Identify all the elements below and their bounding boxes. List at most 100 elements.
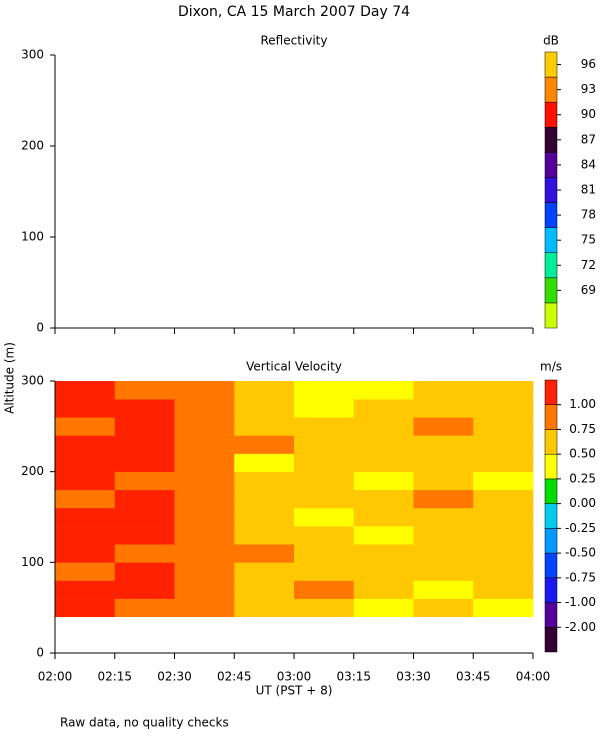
heatmap-cell	[473, 489, 534, 509]
heatmap-cell	[55, 598, 116, 618]
heatmap-cell	[353, 399, 414, 418]
heatmap-cell	[55, 489, 116, 509]
y-tick-label: 100	[21, 555, 44, 569]
colorbar-swatch	[544, 552, 558, 579]
colorbar-swatch	[544, 429, 558, 455]
heatmap-cell	[294, 471, 355, 491]
heatmap-cell	[174, 526, 235, 545]
colorbar-tick-label: -0.25	[565, 521, 596, 535]
y-tick-label: 200	[21, 464, 44, 478]
heatmap-cell	[234, 580, 295, 599]
heatmap-cell	[114, 381, 175, 400]
heatmap-cell	[413, 399, 474, 418]
colorbar-tick-label: -1.00	[565, 595, 596, 609]
colorbar-tick-label: 96	[581, 57, 596, 71]
x-tick-label: 04:00	[516, 670, 551, 684]
colorbar-swatch	[544, 577, 558, 603]
heatmap-cell	[234, 526, 295, 545]
colorbar-tick-label: 72	[581, 258, 596, 272]
heatmap-cell	[174, 435, 235, 454]
heatmap-cell	[294, 417, 355, 436]
heatmap-cell	[174, 399, 235, 418]
colorbar-tick-label: 78	[581, 208, 596, 222]
y-tick-label: 200	[21, 139, 44, 153]
heatmap-cell	[114, 435, 175, 454]
heatmap-cell	[473, 544, 534, 563]
colorbar-tick-label: 1.00	[569, 397, 596, 411]
heatmap-cell	[473, 381, 534, 400]
heatmap-cell	[294, 526, 355, 545]
y-tick-label: 0	[36, 646, 44, 660]
colorbar-swatch	[544, 252, 558, 279]
heatmap-cell	[114, 417, 175, 436]
heatmap-cell	[294, 435, 355, 454]
colorbar-swatch	[544, 602, 558, 628]
heatmap-cell	[413, 471, 474, 491]
heatmap-cell	[353, 453, 414, 472]
heatmap-cell	[413, 544, 474, 563]
colorbar-swatch	[544, 152, 558, 178]
colorbar-tick-label: 0.50	[569, 447, 596, 461]
footnote: Raw data, no quality checks	[60, 716, 229, 730]
heatmap-cell	[353, 417, 414, 436]
heatmap-cell	[294, 598, 355, 618]
heatmap-cell	[234, 435, 295, 454]
colorbar-swatch	[544, 379, 558, 405]
heatmap-cell	[413, 526, 474, 545]
heatmap-cell	[294, 562, 355, 581]
heatmap-cell	[353, 562, 414, 581]
panel-title: Reflectivity	[260, 34, 327, 48]
x-tick-label: 03:30	[396, 670, 431, 684]
colorbar-tick-label: 0.00	[569, 496, 596, 510]
heatmap-cell	[55, 381, 116, 400]
heatmap-cell	[413, 598, 474, 618]
colorbar-tick-label: 0.25	[569, 471, 596, 485]
heatmap-cell	[473, 417, 534, 436]
colorbar-swatch	[544, 302, 558, 329]
heatmap-cell	[294, 544, 355, 563]
x-axis-label: UT (PST + 8)	[256, 684, 333, 698]
heatmap-cell	[234, 471, 295, 491]
heatmap-cell	[234, 562, 295, 581]
colorbar-swatch	[544, 528, 558, 554]
heatmap-cell	[294, 399, 355, 418]
x-tick-label: 03:45	[456, 670, 491, 684]
heatmap-cell	[413, 381, 474, 400]
heatmap-cell	[413, 562, 474, 581]
heatmap-cell	[114, 507, 175, 527]
heatmap-cell	[55, 417, 116, 436]
heatmap-cell	[294, 453, 355, 472]
heatmap-cell	[55, 507, 116, 527]
colorbar-swatch	[544, 478, 558, 504]
heatmap-cell	[114, 562, 175, 581]
heatmap-cell	[473, 580, 534, 599]
heatmap-cell	[353, 598, 414, 618]
heatmap-cell	[174, 417, 235, 436]
colorbar-swatch	[544, 277, 558, 304]
heatmap-cell	[114, 399, 175, 418]
heatmap-cell	[353, 381, 414, 400]
heatmap-cell	[55, 580, 116, 599]
heatmap-cell	[114, 526, 175, 545]
colorbar-tick-label: -0.50	[565, 546, 596, 560]
heatmap-cell	[55, 526, 116, 545]
colorbar-tick-label: 87	[581, 132, 596, 146]
heatmap-cell	[234, 544, 295, 563]
y-tick-label: 300	[21, 48, 44, 62]
colorbar-swatch	[544, 627, 558, 653]
heatmap-cell	[353, 435, 414, 454]
colorbar-tick-label: -2.00	[565, 620, 596, 634]
heatmap-cell	[413, 453, 474, 472]
colorbar-tick-label: 93	[581, 82, 596, 96]
heatmap-cell	[55, 544, 116, 563]
heatmap-cell	[174, 580, 235, 599]
x-tick-label: 02:15	[97, 670, 132, 684]
heatmap-cell	[114, 471, 175, 491]
heatmap-cell	[413, 507, 474, 527]
heatmap-cell	[413, 417, 474, 436]
colorbar-tick-label: 75	[581, 233, 596, 247]
heatmap-cell	[174, 562, 235, 581]
heatmap-cell	[413, 489, 474, 509]
x-tick-label: 02:00	[38, 670, 73, 684]
